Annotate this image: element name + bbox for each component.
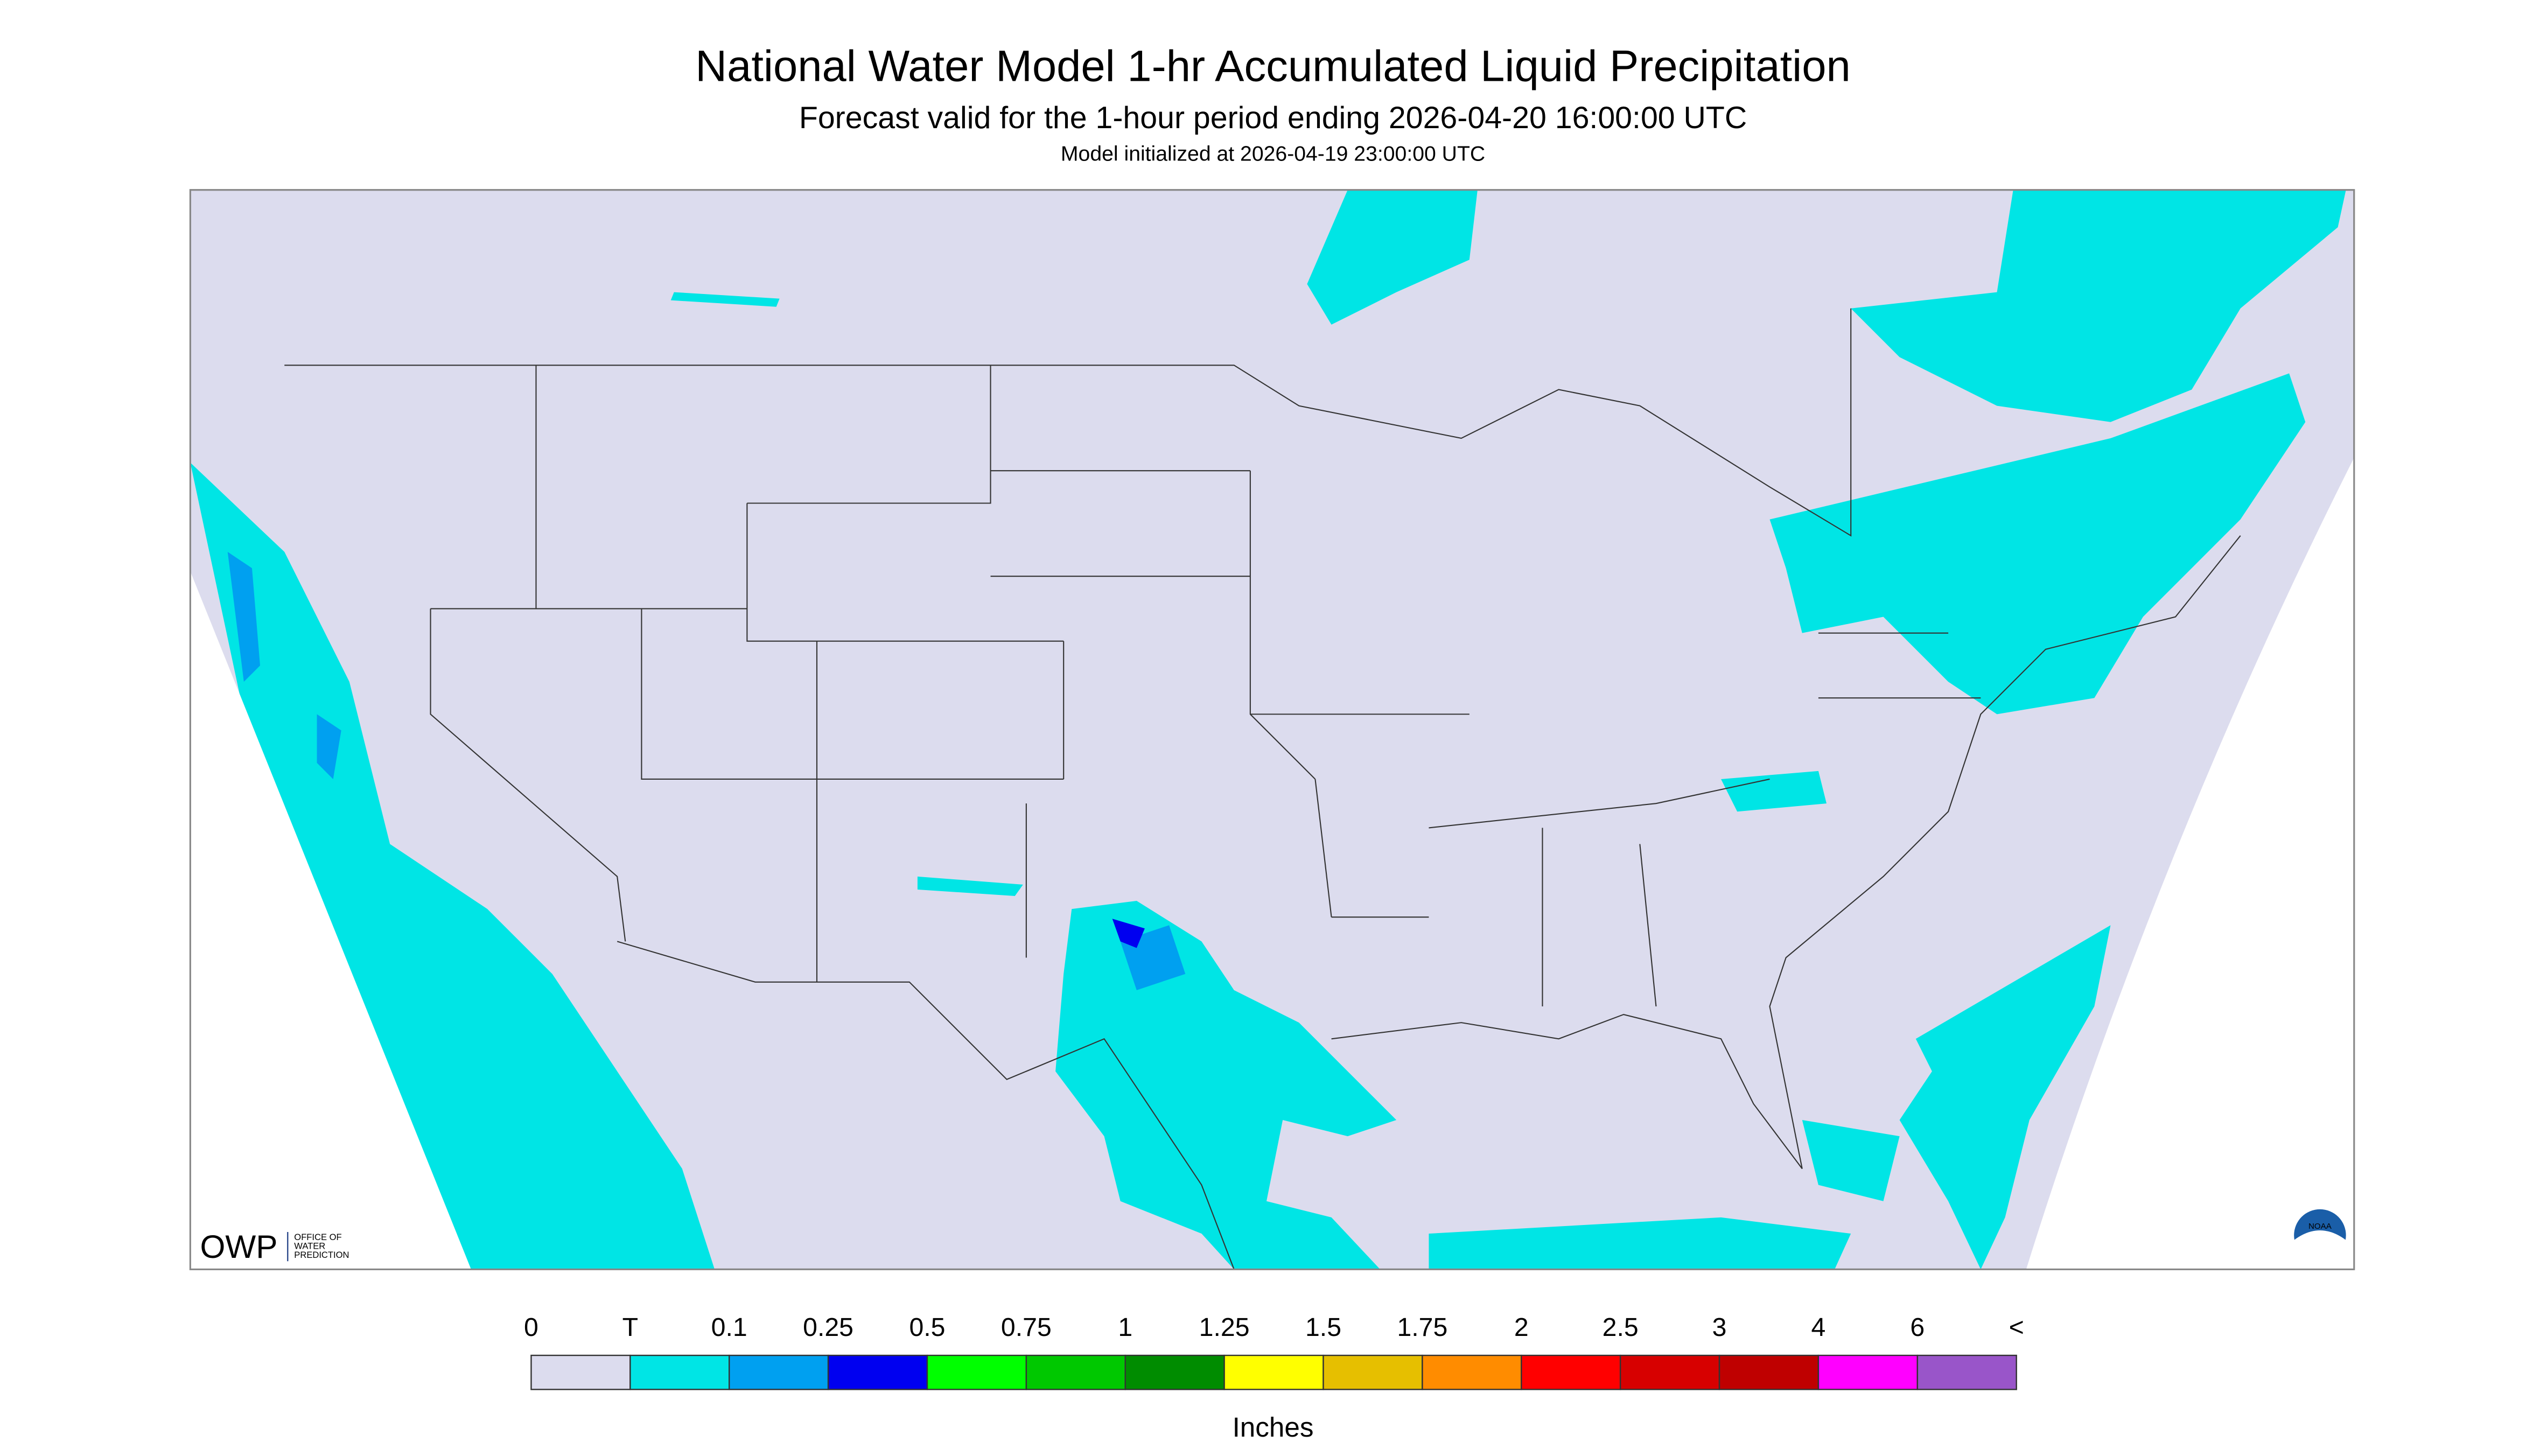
legend: 0 T 0.1 0.25 0.5 0.75 1 1.25 1.5 1.75 2 2.5 3 4 6 < — [524, 1313, 2024, 1390]
noaa-logo-wave — [2294, 1230, 2346, 1266]
legend-swatch — [1422, 1354, 1522, 1390]
noaa-text: NOAA — [2308, 1222, 2332, 1231]
precip-moderate — [1112, 919, 1145, 948]
legend-swatch — [1619, 1354, 1720, 1390]
legend-label: 1 — [1118, 1313, 1132, 1342]
legend-swatch — [1817, 1354, 1919, 1390]
owp-subtext: OFFICE OF — [294, 1232, 341, 1242]
precip-trace — [190, 190, 2346, 1270]
legend-swatch — [1916, 1354, 2017, 1390]
title: National Water Model 1-hr Accumulated Li… — [695, 42, 1850, 91]
legend-swatch — [926, 1354, 1027, 1390]
legend-label: 0.75 — [1001, 1313, 1052, 1342]
legend-label: 2 — [1514, 1313, 1529, 1342]
legend-label: 3 — [1712, 1313, 1727, 1342]
legend-swatch — [1223, 1354, 1324, 1390]
legend-label: 4 — [1811, 1313, 1826, 1342]
legend-label: 0 — [524, 1313, 538, 1342]
legend-swatch — [728, 1354, 829, 1390]
map-border — [189, 189, 2355, 1270]
legend-swatch — [1124, 1354, 1225, 1390]
legend-label: < — [2009, 1313, 2024, 1342]
legend-label: T — [622, 1313, 638, 1342]
borders — [284, 308, 2241, 1270]
legend-units: Inches — [1233, 1412, 1314, 1443]
owp-subtext: WATER — [294, 1241, 325, 1251]
legend-swatch — [1025, 1354, 1126, 1390]
legend-label: 1.25 — [1199, 1313, 1250, 1342]
legend-label: 2.5 — [1603, 1313, 1639, 1342]
legend-label: 0.5 — [909, 1313, 945, 1342]
legend-swatch — [629, 1354, 730, 1390]
owp-subtext: PREDICTION — [294, 1250, 349, 1260]
legend-label: 1.75 — [1397, 1313, 1447, 1342]
legend-label: 0.1 — [711, 1313, 747, 1342]
legend-swatch — [827, 1354, 928, 1390]
legend-swatch — [530, 1354, 631, 1390]
owp-logo: OWP — [200, 1228, 277, 1265]
legend-label: 6 — [1910, 1313, 1925, 1342]
legend-swatch — [1718, 1354, 1820, 1390]
legend-label: 0.25 — [803, 1313, 853, 1342]
legend-swatch — [1323, 1354, 1423, 1390]
projection-edge — [2026, 458, 2354, 1270]
subtitle: Forecast valid for the 1-hour period end… — [799, 101, 1747, 135]
init-time: Model initialized at 2026-04-19 23:00:00… — [1061, 142, 1485, 165]
legend-label: 1.5 — [1305, 1313, 1341, 1342]
legend-swatch — [1521, 1354, 1621, 1390]
